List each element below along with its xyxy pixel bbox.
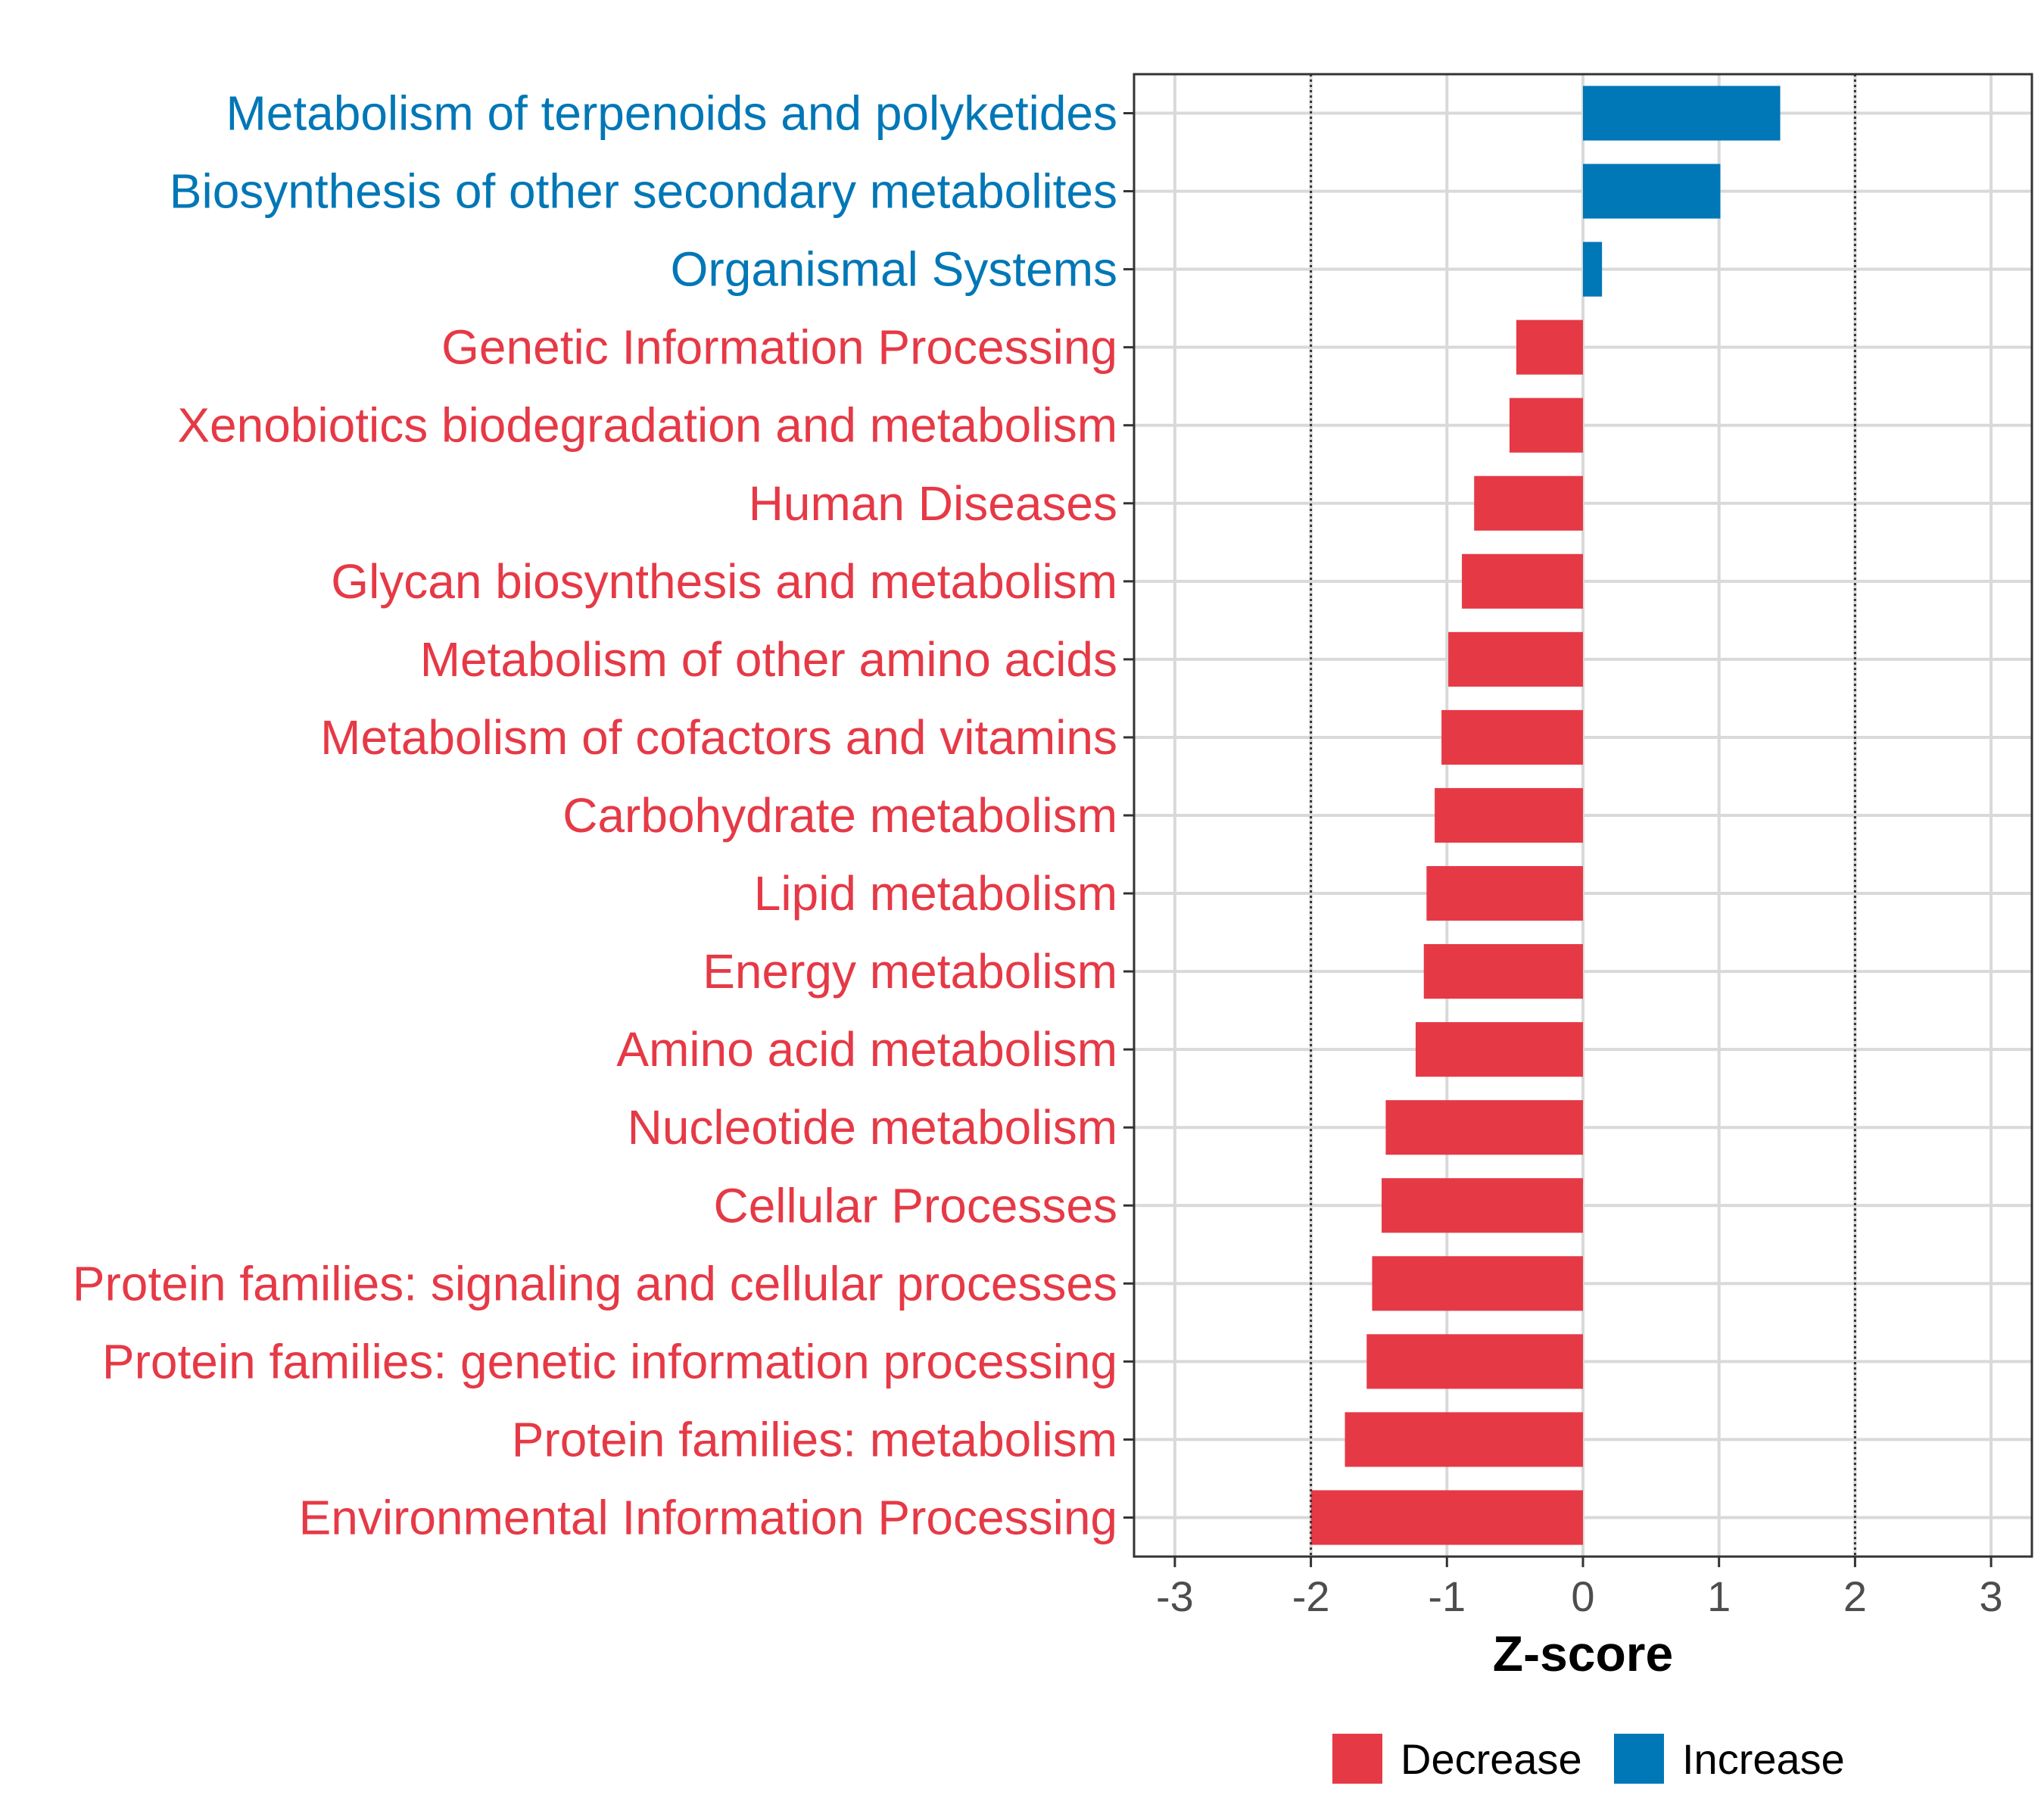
y-tick-layer: Metabolism of terpenoids and polyketides… bbox=[73, 86, 1134, 1544]
bar-layer bbox=[1310, 86, 1781, 1545]
reference-line-layer bbox=[1310, 74, 1856, 1557]
bar-lipid-metabolism bbox=[1426, 865, 1583, 921]
bar-energy-metabolism bbox=[1423, 944, 1583, 999]
bar-glycan-biosynthesis-and-metabolism bbox=[1462, 553, 1583, 609]
legend-label-decrease: Decrease bbox=[1401, 1735, 1582, 1783]
y-tick-label: Human Diseases bbox=[749, 476, 1117, 531]
y-tick-label: Glycan biosynthesis and metabolism bbox=[331, 554, 1117, 609]
x-tick-layer: -3 -2 -1 0 1 2 3 bbox=[1156, 1557, 2003, 1620]
y-tick-label: Amino acid metabolism bbox=[616, 1022, 1117, 1077]
bar-metabolism-of-other-amino-acids bbox=[1448, 631, 1583, 687]
bar-cellular-processes bbox=[1382, 1178, 1583, 1233]
x-axis-title: Z-score bbox=[1493, 1625, 1673, 1681]
x-tick-label: 2 bbox=[1843, 1572, 1867, 1620]
bar-biosynthesis-of-other-secondary-metabolites bbox=[1583, 164, 1721, 219]
bar-human-diseases bbox=[1474, 475, 1583, 531]
bar-protein-families-signaling-and-cellular-processes bbox=[1372, 1256, 1583, 1311]
y-tick-label: Metabolism of terpenoids and polyketides bbox=[226, 86, 1117, 141]
x-tick-label: -3 bbox=[1156, 1572, 1194, 1620]
y-tick-label: Metabolism of cofactors and vitamins bbox=[320, 710, 1117, 765]
bar-protein-families-genetic-information-processing bbox=[1366, 1334, 1583, 1389]
y-tick-label: Protein families: genetic information pr… bbox=[102, 1334, 1117, 1388]
y-tick-label: Organismal Systems bbox=[671, 242, 1117, 297]
legend: Decrease Increase bbox=[1332, 1734, 1845, 1784]
y-tick-label: Nucleotide metabolism bbox=[628, 1100, 1117, 1155]
y-tick-label: Energy metabolism bbox=[703, 944, 1117, 999]
y-tick-label: Genetic Information Processing bbox=[441, 320, 1117, 375]
y-tick-label: Carbohydrate metabolism bbox=[562, 788, 1117, 843]
bar-xenobiotics-biodegradation-and-metabolism bbox=[1509, 397, 1583, 453]
y-tick-label: Cellular Processes bbox=[713, 1178, 1117, 1233]
x-tick-label: 3 bbox=[1980, 1572, 2003, 1620]
x-tick-label: 1 bbox=[1707, 1572, 1731, 1620]
bar-genetic-information-processing bbox=[1516, 319, 1583, 375]
bar-carbohydrate-metabolism bbox=[1435, 787, 1583, 843]
bar-environmental-information-processing bbox=[1310, 1490, 1583, 1545]
legend-label-increase: Increase bbox=[1682, 1735, 1845, 1783]
legend-swatch-increase bbox=[1614, 1734, 1664, 1784]
y-tick-label: Protein families: metabolism bbox=[512, 1412, 1117, 1466]
y-tick-label: Lipid metabolism bbox=[754, 866, 1117, 921]
bar-organismal-systems bbox=[1583, 242, 1603, 297]
bar-metabolism-of-terpenoids-and-polyketides bbox=[1583, 86, 1781, 141]
bar-nucleotide-metabolism bbox=[1385, 1100, 1583, 1155]
legend-swatch-decrease bbox=[1332, 1734, 1382, 1784]
bar-protein-families-metabolism bbox=[1344, 1412, 1583, 1467]
x-tick-label: 0 bbox=[1571, 1572, 1594, 1620]
bar-amino-acid-metabolism bbox=[1415, 1022, 1583, 1077]
y-tick-label: Protein families: signaling and cellular… bbox=[73, 1256, 1117, 1311]
x-tick-label: -2 bbox=[1292, 1572, 1330, 1620]
y-tick-label: Metabolism of other amino acids bbox=[420, 632, 1117, 687]
x-tick-label: -1 bbox=[1428, 1572, 1466, 1620]
y-tick-label: Biosynthesis of other secondary metaboli… bbox=[170, 164, 1117, 219]
y-tick-label: Xenobiotics biodegradation and metabolis… bbox=[177, 398, 1117, 453]
y-tick-label: Environmental Information Processing bbox=[299, 1490, 1117, 1544]
bar-metabolism-of-cofactors-and-vitamins bbox=[1441, 709, 1583, 765]
